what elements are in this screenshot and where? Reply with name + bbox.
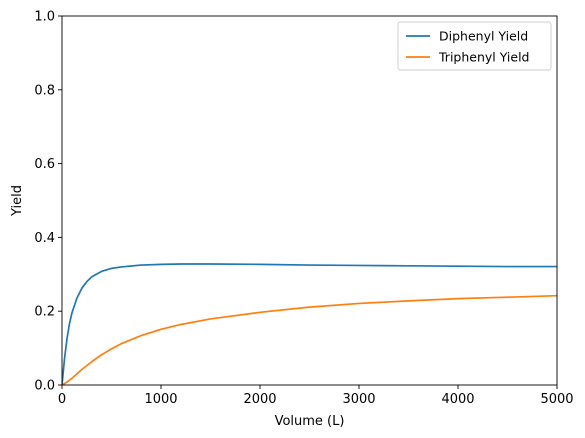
series-line-2 [62,294,557,385]
y-tick-label: 0.6 [34,157,55,172]
y-tick-label: 1.0 [34,10,55,25]
y-tick-label: 0.8 [34,83,55,98]
legend-label-2: Triphenyl Yield [438,50,530,65]
x-tick-label: 2000 [243,392,276,407]
y-tick-label: 0.2 [34,305,55,320]
x-tick-label: 5000 [540,392,573,407]
x-tick-label: 4000 [441,392,474,407]
axes-layer: 0 1000 2000 3000 4000 5000 0.0 0.2 0.4 0.6 0.8 1.0 [34,10,573,408]
series-layer [62,263,557,385]
x-axis-label: Volume (L) [275,414,345,429]
x-tick-label: 1000 [144,392,177,407]
legend-box [397,21,552,71]
x-tick-label: 0 [58,392,66,407]
x-tick-label: 3000 [342,392,375,407]
series-line-1 [62,263,557,385]
y-tick-label: 0.4 [34,231,55,246]
y-tick-label: 0.0 [34,379,55,394]
legend-label-1: Diphenyl Yield [439,29,528,44]
legend: Diphenyl Yield Triphenyl Yield [397,21,552,71]
plot-frame [61,15,558,386]
y-axis-label: Yield [10,185,25,217]
